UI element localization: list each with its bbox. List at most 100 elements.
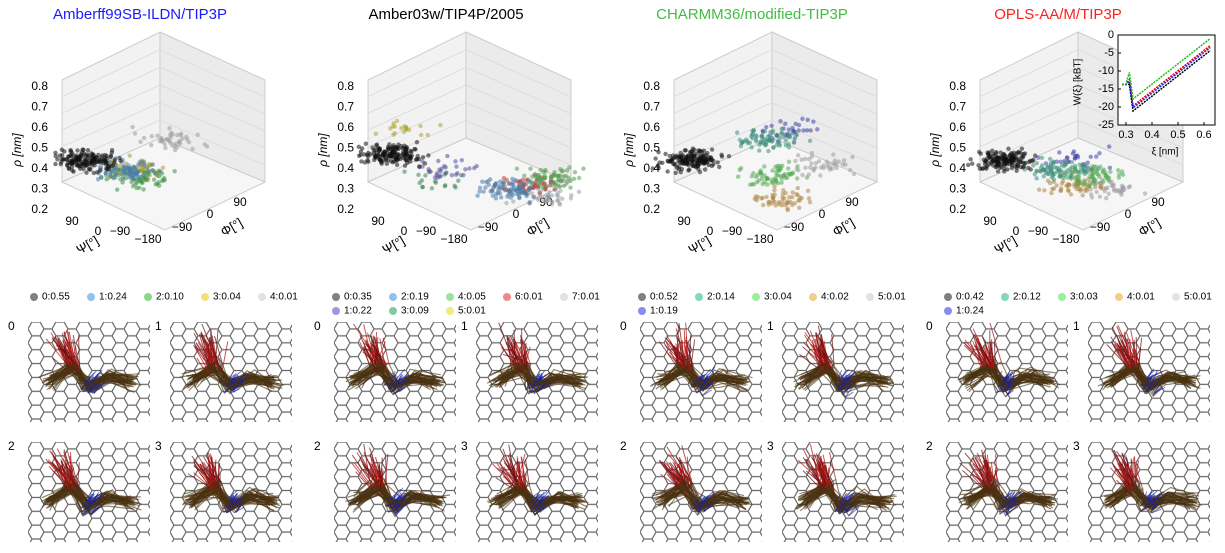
scatter-point <box>750 174 754 178</box>
scatter-point <box>1046 179 1050 183</box>
snapshot <box>476 442 598 542</box>
snapshot <box>640 322 762 422</box>
z-tick-label: 0.4 <box>949 161 966 175</box>
scatter-point <box>778 119 782 123</box>
scatter-point <box>810 151 814 155</box>
inset-y-tick-label: -5 <box>1104 47 1114 59</box>
scatter-point <box>108 171 112 175</box>
scatter-point <box>749 145 753 149</box>
scatter-point <box>541 170 545 174</box>
scatter-point <box>59 162 63 166</box>
legend-marker <box>695 293 703 301</box>
scatter-point <box>970 162 974 166</box>
scatter-point <box>1108 166 1112 170</box>
scatter-point <box>77 156 81 160</box>
scatter-point <box>691 158 695 162</box>
scatter-point <box>395 119 399 123</box>
scatter-point <box>678 151 682 155</box>
scatter-point <box>499 195 503 199</box>
legend-marker <box>87 293 95 301</box>
scatter-point <box>402 124 406 128</box>
scatter-point <box>834 166 838 170</box>
scatter-point <box>53 154 57 158</box>
scatter-point <box>461 173 465 177</box>
psi-tick-label: −180 <box>746 232 773 246</box>
scatter-point <box>1101 171 1105 175</box>
legend-marker <box>944 307 952 315</box>
legend-label: 0:0.55 <box>42 292 70 303</box>
legend-label: 2:0.14 <box>707 292 735 303</box>
scatter-point <box>715 160 719 164</box>
legend-label: 4:0.02 <box>821 292 849 303</box>
graphene <box>1088 442 1210 542</box>
scatter-point <box>773 165 777 169</box>
scatter-point <box>357 145 361 149</box>
scatter-point <box>423 161 427 165</box>
scatter-point <box>775 133 779 137</box>
z-tick-label: 0.5 <box>31 141 48 155</box>
scatter-point <box>686 154 690 158</box>
scatter-point <box>795 176 799 180</box>
scatter-point <box>760 137 764 141</box>
scatter-point <box>1042 188 1046 192</box>
scatter-point <box>1061 176 1065 180</box>
scatter-point <box>1021 152 1025 156</box>
scatter-point <box>705 151 709 155</box>
scatter-point <box>686 161 690 165</box>
graphene <box>640 322 762 422</box>
scatter-point <box>122 164 126 168</box>
z-tick-label: 0.3 <box>31 182 48 196</box>
scatter-point <box>555 193 559 197</box>
scatter-point <box>60 148 64 152</box>
scatter-point <box>178 139 182 143</box>
scatter-point <box>537 173 541 177</box>
scatter-point <box>1017 150 1021 154</box>
legend-marker <box>1001 293 1009 301</box>
scatter-point <box>99 155 103 159</box>
scatter-point <box>184 135 188 139</box>
psi-tick-label: −90 <box>1028 224 1049 238</box>
scatter-point <box>556 174 560 178</box>
scatter-point <box>1073 154 1077 158</box>
scatter-point <box>968 157 972 161</box>
psi-tick-label: −180 <box>1052 232 1079 246</box>
scatter-point <box>1034 169 1038 173</box>
panel-title: CHARMM36/modified-TIP3P <box>656 6 848 23</box>
scatter-point <box>767 200 771 204</box>
scatter-point <box>522 174 526 178</box>
scatter-point <box>765 138 769 142</box>
scatter-point <box>70 168 74 172</box>
scatter-point <box>187 140 191 144</box>
scatter-point <box>786 132 790 136</box>
phi-tick-label: 0 <box>1125 207 1132 221</box>
scatter-point <box>807 196 811 200</box>
z-tick-label: 0.6 <box>949 120 966 134</box>
scatter-point <box>527 186 531 190</box>
scatter-point <box>966 163 970 167</box>
scatter-point <box>498 179 502 183</box>
snapshot <box>476 322 598 422</box>
snapshot <box>782 442 904 542</box>
scatter-point <box>1080 193 1084 197</box>
phi-axis-label: Φ[°] <box>1136 215 1163 239</box>
snapshot-label: 2 <box>926 439 933 453</box>
scatter-point <box>1106 192 1110 196</box>
scatter-point <box>554 183 558 187</box>
scatter-point <box>513 188 517 192</box>
legend-label: 1:0.24 <box>956 306 984 317</box>
legend-label: 1:0.19 <box>650 306 678 317</box>
scatter-point <box>388 126 392 130</box>
scatter-point <box>831 152 835 156</box>
psi-tick-label: 90 <box>65 214 79 228</box>
scatter-point <box>797 198 801 202</box>
scatter-point <box>793 159 797 163</box>
scatter-point <box>791 190 795 194</box>
scatter-point <box>760 196 764 200</box>
scatter-point <box>157 183 161 187</box>
scatter-point <box>688 150 692 154</box>
scatter-point <box>710 157 714 161</box>
phi-tick-label: 90 <box>1151 195 1165 209</box>
scatter-point <box>1040 156 1044 160</box>
scatter-point <box>1098 195 1102 199</box>
scatter-point <box>517 195 521 199</box>
